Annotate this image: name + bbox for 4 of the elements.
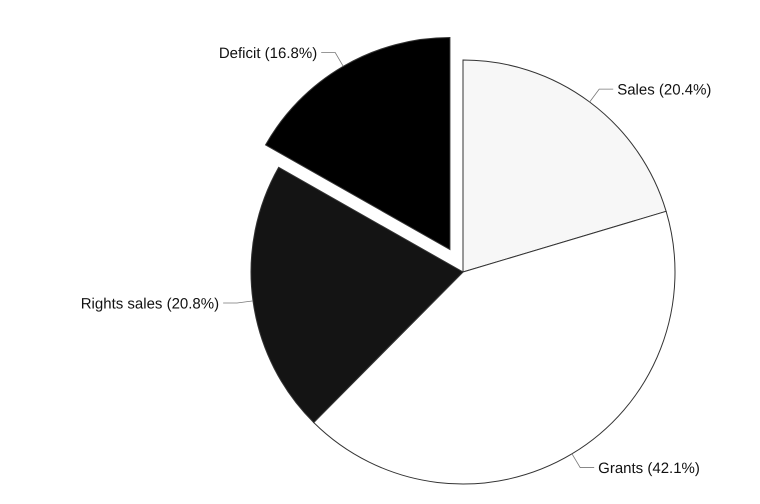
slice-label: Grants (42.1%): [598, 460, 700, 477]
slice-label: Rights sales (20.8%): [80, 295, 220, 312]
slice-label: Deficit (16.8%): [218, 44, 318, 62]
slice-label: Sales (20.4%): [617, 81, 712, 98]
